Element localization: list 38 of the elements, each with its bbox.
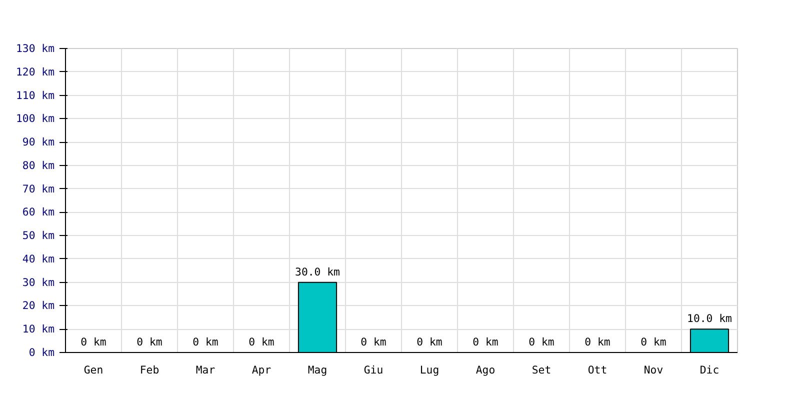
x-tick-label: Set — [532, 364, 552, 376]
x-tick-label: Mag — [308, 364, 328, 376]
y-tick-label: 90 km — [22, 136, 54, 149]
data-label: 0 km — [360, 336, 386, 348]
y-tick-label: 0 km — [28, 346, 55, 359]
y-tick-label: 120 km — [16, 65, 55, 78]
x-tick-label: Apr — [252, 364, 272, 376]
y-tick-label: 50 km — [22, 229, 54, 242]
data-label: 0 km — [248, 336, 274, 348]
data-label: 0 km — [528, 336, 554, 348]
y-tick-label: 30 km — [22, 276, 54, 289]
data-label: 0 km — [80, 336, 106, 348]
data-label: 0 km — [640, 336, 666, 348]
x-tick-label: Nov — [644, 364, 664, 376]
data-label: 30.0 km — [295, 265, 340, 278]
y-tick-label: 60 km — [22, 206, 54, 219]
x-tick-label: Feb — [140, 364, 160, 376]
data-label: 10.0 km — [687, 312, 732, 326]
x-tick-label: Dic — [700, 364, 720, 376]
y-tick-label: 40 km — [22, 252, 54, 266]
x-tick-label: Gen — [84, 364, 104, 376]
y-tick-label: 20 km — [22, 299, 54, 312]
x-tick-label: Ago — [476, 364, 496, 376]
data-label: 0 km — [136, 336, 162, 348]
data-label: 0 km — [192, 336, 218, 348]
y-tick-label: 100 km — [16, 112, 55, 126]
y-tick-label: 70 km — [22, 182, 54, 196]
data-label: 0 km — [472, 336, 498, 348]
data-label: 0 km — [584, 336, 610, 348]
x-tick-label: Ott — [588, 364, 608, 376]
y-tick-label: 10 km — [22, 322, 54, 336]
x-tick-label: Giu — [364, 364, 384, 376]
y-tick-label: 80 km — [22, 158, 54, 172]
x-tick-label: Mar — [196, 364, 216, 376]
y-tick-label: 110 km — [16, 88, 55, 102]
y-tick-label: 130 km — [16, 42, 55, 55]
data-label: 0 km — [416, 336, 442, 348]
x-tick-label: Lug — [420, 364, 440, 376]
